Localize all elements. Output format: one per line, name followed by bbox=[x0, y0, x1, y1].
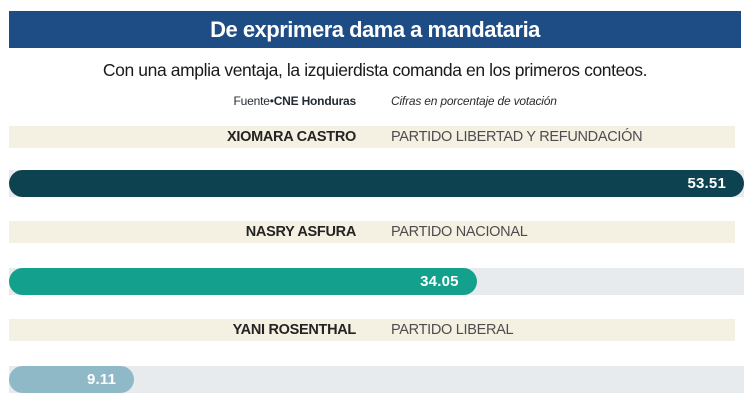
source-label-plain: Fuente• bbox=[233, 93, 274, 108]
party-name: PARTIDO NACIONAL bbox=[391, 224, 528, 240]
bar-track: 53.51 bbox=[9, 170, 744, 197]
bar-track: 34.05 bbox=[9, 268, 744, 295]
candidate-name: YANI ROSENTHAL bbox=[232, 322, 357, 338]
bar-fill: 34.05 bbox=[9, 268, 477, 295]
bar-fill: 53.51 bbox=[9, 170, 744, 197]
candidate-name: NASRY ASFURA bbox=[245, 224, 357, 240]
bar-value-label: 34.05 bbox=[420, 273, 459, 290]
page-title: De exprimera dama a mandataria bbox=[210, 16, 540, 42]
bar-value-label: 9.11 bbox=[86, 371, 117, 388]
candidate-label-band: YANI ROSENTHAL PARTIDO LIBERAL bbox=[9, 319, 735, 341]
units-note: Cifras en porcentaje de votación bbox=[391, 93, 557, 108]
subtitle: Con una amplia ventaja, la izquierdista … bbox=[102, 60, 648, 80]
party-name: PARTIDO LIBERAL bbox=[391, 322, 514, 338]
bar-track: 9.11 bbox=[9, 366, 744, 393]
source-label-bold: CNE Honduras bbox=[273, 93, 356, 108]
candidate-name: XIOMARA CASTRO bbox=[227, 129, 356, 145]
source-row: Fuente•CNE Honduras Cifras en porcentaje… bbox=[9, 92, 741, 109]
candidate-label-band: XIOMARA CASTRO PARTIDO LIBERTAD Y REFUND… bbox=[9, 126, 735, 148]
source-label: Fuente•CNE Honduras bbox=[9, 93, 357, 108]
candidate-label-band: NASRY ASFURA PARTIDO NACIONAL bbox=[9, 221, 735, 243]
header-bar: De exprimera dama a mandataria bbox=[9, 11, 741, 48]
bar-fill: 9.11 bbox=[9, 366, 135, 393]
party-name: PARTIDO LIBERTAD Y REFUNDACIÓN bbox=[391, 129, 643, 145]
bar-value-label: 53.51 bbox=[687, 175, 726, 192]
